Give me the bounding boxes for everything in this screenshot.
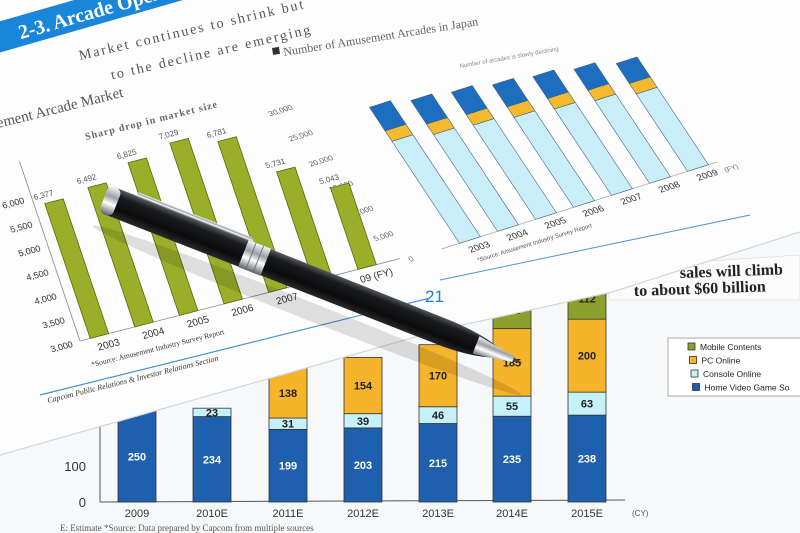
sales-bar-value: 203 <box>354 460 372 472</box>
sales-bar-segment <box>418 344 458 408</box>
pen-icon <box>92 186 523 395</box>
chart-bullet-icon <box>272 46 281 55</box>
sales-bar-segment <box>492 328 532 397</box>
page-number: 21 <box>425 287 444 306</box>
sales-bar-value: 170 <box>429 371 447 383</box>
arcades-y-tick: 0 <box>407 254 417 263</box>
arcades-chart: 05,00010,00015,00020,00025,00030,0002003… <box>267 56 740 263</box>
sales-bar-value: 154 <box>354 381 373 393</box>
sales-bar-segment <box>567 318 607 393</box>
report-page: 2-3. Arcade Operations Market continues … <box>0 0 800 456</box>
sales-x-tick: 2012E <box>347 508 379 520</box>
legend-label: Mobile Contents <box>700 342 761 352</box>
sales-bar-value: 215 <box>429 458 447 470</box>
arcades-bar-segment <box>369 100 407 132</box>
pen-clip <box>136 192 254 242</box>
headline-line2: to about $60 billion <box>634 278 767 300</box>
legend-swatch-icon <box>690 369 699 378</box>
arcades-plot: 05,00010,00015,00020,00025,00030,0002003… <box>267 56 740 263</box>
sales-bar-value: 46 <box>432 410 444 422</box>
pen-barrel <box>103 187 516 362</box>
sales-bar-segment <box>117 410 157 503</box>
sales-x-unit: (CY) <box>632 509 649 518</box>
sales-bar-segment <box>268 428 308 503</box>
pen-nib <box>512 357 523 363</box>
market-bar <box>44 198 110 339</box>
legend-label: Console Online <box>703 369 761 379</box>
sales-bar-value: 23 <box>206 407 218 419</box>
sales-bar-value: 55 <box>506 401 518 413</box>
legend-label: PC Online <box>702 356 741 366</box>
arcades-bar-segment <box>492 78 529 108</box>
market-x-tick: 2007 <box>275 291 300 307</box>
legend-swatch-icon <box>689 356 697 364</box>
sales-bar-value: 39 <box>357 416 369 428</box>
sales-bar-value: 138 <box>279 388 297 400</box>
market-x-tick: 2006 <box>230 303 255 319</box>
sales-bar-segment <box>567 414 607 503</box>
market-x-tick: 2004 <box>141 326 166 342</box>
arcades-bar-segment <box>410 93 448 125</box>
sales-x-tick: 2014E <box>496 508 528 520</box>
legend-label: Home Video Game So <box>705 383 790 393</box>
sales-bar-segment <box>492 415 532 503</box>
market-y-axis <box>19 161 81 342</box>
banner-background <box>0 0 484 63</box>
sales-bar-segment <box>343 357 383 415</box>
sales-x-tick: 2010E <box>196 508 228 520</box>
report-page-paper <box>0 0 800 455</box>
sales-bar-value: 234 <box>203 454 222 466</box>
arcades-rule <box>439 214 751 281</box>
sales-x-tick: 2013E <box>422 508 454 520</box>
arcades-bar-segment <box>450 85 488 116</box>
sales-bar-value: 63 <box>581 399 593 411</box>
market-bar <box>87 182 154 328</box>
sales-chart: 0 100 250 2009 234 23 2010E 199 31 138 2011E 203 3… <box>60 277 800 533</box>
sales-bar-value: 238 <box>578 454 596 466</box>
sales-y-tick: 100 <box>64 459 86 474</box>
arcades-bar-segment <box>615 56 651 84</box>
sales-bar-value: 250 <box>128 451 146 463</box>
legend-swatch-icon <box>687 342 696 351</box>
arcades-bar-segment <box>573 62 610 91</box>
arcades-bar-segment <box>532 69 569 99</box>
sales-y-tick: 0 <box>79 495 86 510</box>
sales-bar-value: 31 <box>282 419 294 431</box>
sales-bar-segment <box>343 427 383 503</box>
sales-footnote: E: Estimate *Source: Data prepared by Ca… <box>60 523 314 533</box>
arcades-x-unit: (FY) <box>723 164 740 174</box>
sales-bar-value: 200 <box>578 351 596 363</box>
sales-bar-value: 199 <box>279 461 297 473</box>
sales-x-tick: 2009 <box>125 508 149 520</box>
market-bar <box>329 182 377 270</box>
sales-bar-segment <box>192 407 232 417</box>
market-x-tick: 2005 <box>186 314 211 330</box>
legend-swatch-icon <box>692 383 700 391</box>
pen-cap-end <box>100 186 121 216</box>
headline-line1: sales will climb <box>680 261 784 282</box>
pen-tip-cone <box>472 336 515 363</box>
sales-legend: Mobile Contents PC Online Console Online Ho… <box>667 337 800 397</box>
market-x-tick: 2003 <box>96 337 121 353</box>
sales-bar-value: 235 <box>503 454 521 466</box>
sales-bar-segment <box>192 416 232 503</box>
sales-x-tick: 2011E <box>273 508 304 520</box>
sales-x-tick: 2015E <box>571 508 603 520</box>
